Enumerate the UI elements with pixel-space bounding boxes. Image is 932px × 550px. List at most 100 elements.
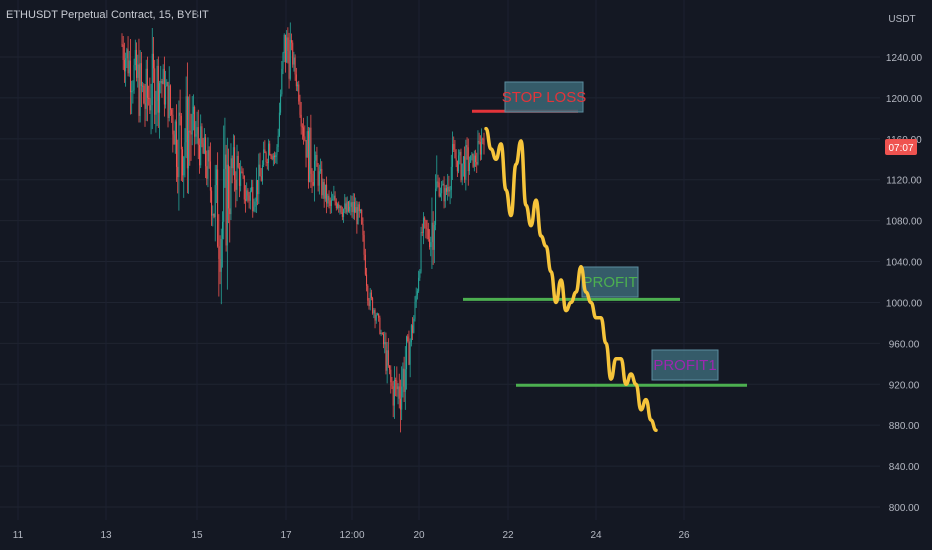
candle-body xyxy=(399,398,401,410)
candle-body xyxy=(386,350,388,371)
candle-body xyxy=(316,154,318,167)
candle-body xyxy=(353,201,355,213)
y-tick-label: 800.00 xyxy=(889,503,920,514)
candle-body xyxy=(330,199,332,206)
candle-body xyxy=(407,336,409,342)
candle-body xyxy=(482,138,484,140)
candle-body xyxy=(349,206,351,212)
candle-body xyxy=(293,57,295,65)
candle-body xyxy=(221,221,223,239)
candle-body xyxy=(444,188,446,202)
candle-body xyxy=(212,213,214,216)
candle-body xyxy=(134,49,136,66)
candle-body xyxy=(424,217,426,221)
candle-body xyxy=(374,310,376,321)
candle-body xyxy=(341,212,343,217)
candle-body xyxy=(334,195,336,202)
candle-body xyxy=(315,154,317,161)
candle-body xyxy=(208,150,210,162)
candles xyxy=(121,22,485,433)
candle-body xyxy=(163,68,165,105)
x-tick-label: 22 xyxy=(502,530,514,541)
candle-body xyxy=(380,332,382,334)
candle-body xyxy=(213,213,215,217)
candle-body xyxy=(242,172,244,176)
candle-body xyxy=(317,166,319,186)
candle-body xyxy=(466,145,468,148)
candle-body xyxy=(192,106,194,115)
candle-body xyxy=(401,386,403,410)
candle-body xyxy=(138,64,140,116)
candle-body xyxy=(297,84,299,87)
candle-body xyxy=(234,147,236,180)
candle-body xyxy=(183,157,185,176)
candle-body xyxy=(351,202,353,213)
candle-body xyxy=(392,386,394,406)
y-tick-label: 1200.00 xyxy=(886,94,923,105)
projection-line xyxy=(484,126,658,433)
candle-body xyxy=(190,132,192,135)
candle-body xyxy=(403,368,405,392)
candle-body xyxy=(255,180,257,202)
candle-body xyxy=(257,180,259,195)
candle-body xyxy=(261,165,263,181)
candle-body xyxy=(404,369,406,392)
candle-body xyxy=(122,44,124,60)
x-tick-label: 13 xyxy=(100,530,112,541)
candle-body xyxy=(243,175,245,200)
candle-body xyxy=(345,203,347,213)
candle-body xyxy=(289,39,291,79)
candle-body xyxy=(343,209,345,217)
candle-body xyxy=(278,112,280,136)
candle-body xyxy=(450,166,452,190)
candle-body xyxy=(200,126,202,166)
candle-body xyxy=(339,206,341,208)
candle-body xyxy=(335,201,337,209)
price-tag-bg xyxy=(885,139,917,155)
time-axis[interactable]: 11 13 15 17 12:00 20 22 24 26 xyxy=(13,530,690,541)
candle-body xyxy=(483,139,485,146)
candle-body xyxy=(481,138,483,155)
candle-body xyxy=(465,145,467,180)
candle-body xyxy=(260,176,262,181)
candle-body xyxy=(421,231,423,233)
candle-body xyxy=(432,222,434,250)
candle-body xyxy=(318,171,320,186)
candle-body xyxy=(333,195,335,200)
candle-body xyxy=(398,386,400,399)
candle-body xyxy=(276,147,278,156)
candle-body xyxy=(430,242,432,248)
candle-body xyxy=(154,68,156,115)
candle-body xyxy=(300,114,302,127)
candle-body xyxy=(281,68,283,95)
candle-body xyxy=(156,65,158,102)
candle-body xyxy=(198,144,200,166)
candle-body xyxy=(310,127,312,174)
x-tick-label: 26 xyxy=(678,530,690,541)
candle-body xyxy=(360,209,362,212)
candle-body xyxy=(241,171,243,173)
level-label: STOP LOSS xyxy=(502,89,587,106)
candle-body xyxy=(128,60,130,74)
candle-body xyxy=(172,114,174,135)
candle-body xyxy=(155,101,157,115)
candle-body xyxy=(270,155,272,157)
candle-body xyxy=(390,369,392,383)
candle-body xyxy=(395,379,397,381)
candle-body xyxy=(366,274,368,286)
candle-body xyxy=(412,325,414,333)
candle-body xyxy=(350,202,352,207)
y-tick-label: 960.00 xyxy=(889,339,920,350)
candle-body xyxy=(426,228,428,230)
price-axis[interactable]: 1240.001200.001160.001120.001080.001040.… xyxy=(886,53,923,514)
candle-body xyxy=(420,231,422,272)
candle-body xyxy=(477,141,479,165)
candle-body xyxy=(272,155,274,160)
candle-body xyxy=(367,285,369,301)
candle-body xyxy=(473,155,475,167)
candle-body xyxy=(413,318,415,333)
candle-body xyxy=(139,63,141,116)
level-box xyxy=(651,349,719,381)
candle-body xyxy=(246,190,248,201)
